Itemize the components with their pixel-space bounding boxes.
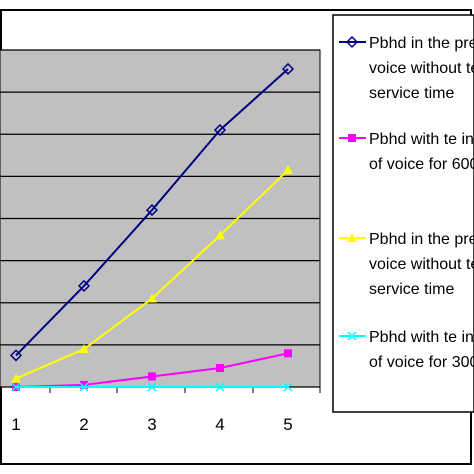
legend-label: Pbhd in the preser xyxy=(369,231,474,248)
data-point xyxy=(148,372,156,381)
data-point xyxy=(79,344,89,354)
legend-label: of voice for 600s se xyxy=(369,156,474,173)
x-tick-label: 4 xyxy=(215,415,224,434)
x-tick-label: 2 xyxy=(79,415,88,434)
legend-marker xyxy=(348,134,356,142)
data-point xyxy=(216,364,224,373)
data-point xyxy=(215,382,225,392)
legend-marker xyxy=(347,233,357,242)
x-tick-label: 1 xyxy=(11,415,20,434)
x-tick-label: 5 xyxy=(283,415,292,434)
data-point xyxy=(145,204,159,217)
legend-label: Pbhd in the preser xyxy=(369,35,474,52)
data-point xyxy=(147,382,157,392)
data-point xyxy=(80,380,88,389)
legend-label: Pbhd with te in the xyxy=(369,131,474,148)
legend-marker xyxy=(345,35,359,49)
legend-label: voice without te us xyxy=(369,256,474,273)
data-point xyxy=(77,279,91,292)
data-point xyxy=(281,62,295,76)
data-point xyxy=(11,382,21,392)
plot-area: 1 2 3 4 5 xyxy=(0,49,321,434)
data-point xyxy=(147,293,157,303)
legend-marker xyxy=(347,331,357,341)
series-line xyxy=(15,68,289,357)
legend: Pbhd in the preser voice without te us ser… xyxy=(332,14,474,413)
legend-label: service time xyxy=(369,281,454,298)
data-point xyxy=(11,373,21,383)
data-point xyxy=(283,165,293,175)
data-point xyxy=(215,230,225,240)
data-point xyxy=(213,123,227,137)
data-point xyxy=(284,349,292,358)
data-point xyxy=(283,382,293,392)
legend-box xyxy=(332,14,474,413)
legend-label: service time xyxy=(369,85,454,102)
legend-label: Pbhd with te in the xyxy=(369,329,474,346)
legend-label: of voice for 300s se xyxy=(369,354,474,371)
legend-label: voice without te us xyxy=(369,60,474,77)
data-point xyxy=(9,349,23,362)
x-tick-label: 3 xyxy=(147,415,156,434)
data-point xyxy=(79,382,89,392)
